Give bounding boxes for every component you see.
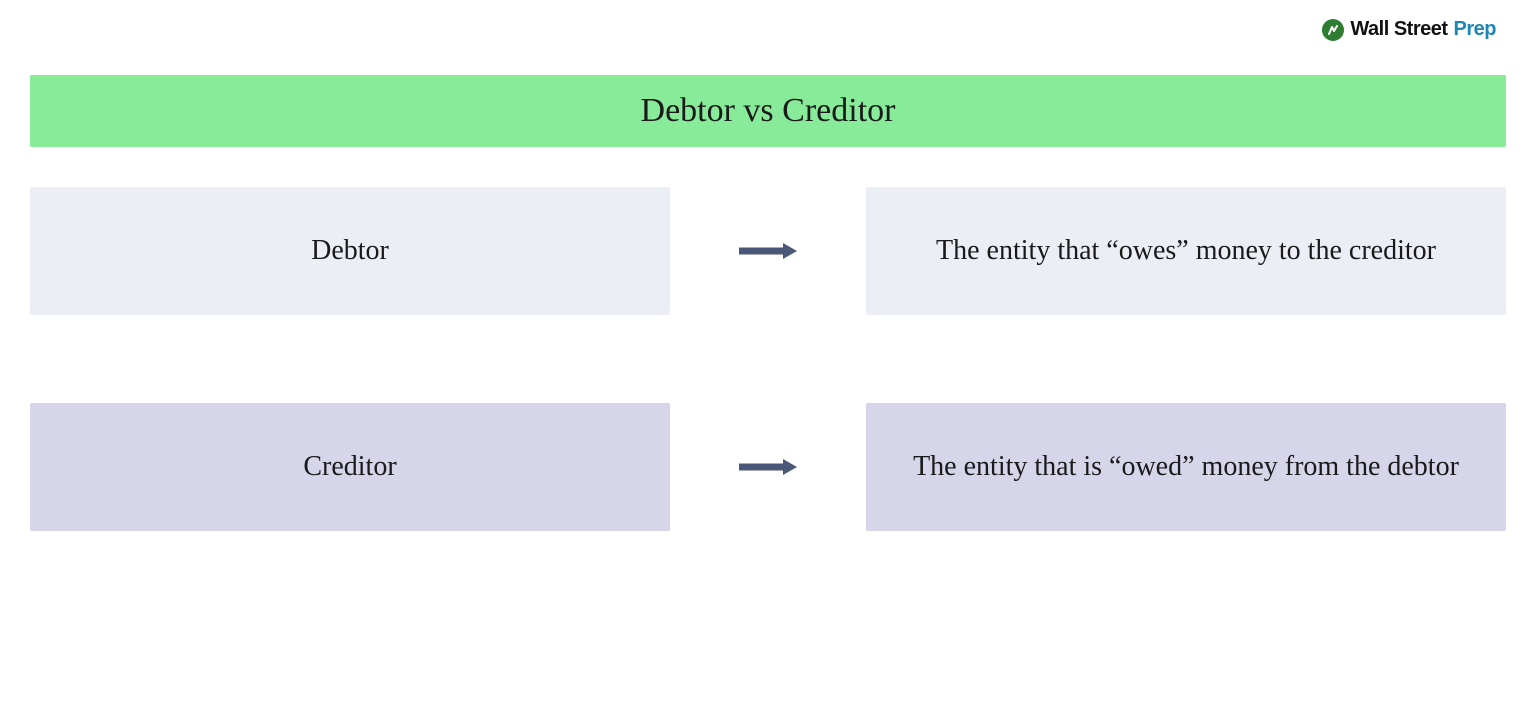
term-label: Creditor <box>303 448 396 486</box>
arrow-icon <box>670 239 866 263</box>
term-box: Debtor <box>30 187 670 315</box>
brand-logo-text-1: Wall Street <box>1350 18 1447 41</box>
definition-box: The entity that “owes” money to the cred… <box>866 187 1506 315</box>
brand-logo-text-2: Prep <box>1454 18 1496 41</box>
definition-row: Debtor The entity that “owes” money to th… <box>30 187 1506 315</box>
brand-logo: Wall Street Prep <box>1322 18 1496 41</box>
term-box: Creditor <box>30 403 670 531</box>
arrow-icon <box>670 455 866 479</box>
definition-text: The entity that is “owed” money from the… <box>913 448 1459 486</box>
definition-text: The entity that “owes” money to the cred… <box>936 232 1436 270</box>
definition-row: Creditor The entity that is “owed” money … <box>30 403 1506 531</box>
title-bar: Debtor vs Creditor <box>30 75 1506 147</box>
term-label: Debtor <box>311 232 389 270</box>
title-text: Debtor vs Creditor <box>641 92 896 130</box>
brand-logo-icon <box>1322 19 1344 41</box>
definition-rows: Debtor The entity that “owes” money to th… <box>30 187 1506 531</box>
definition-box: The entity that is “owed” money from the… <box>866 403 1506 531</box>
